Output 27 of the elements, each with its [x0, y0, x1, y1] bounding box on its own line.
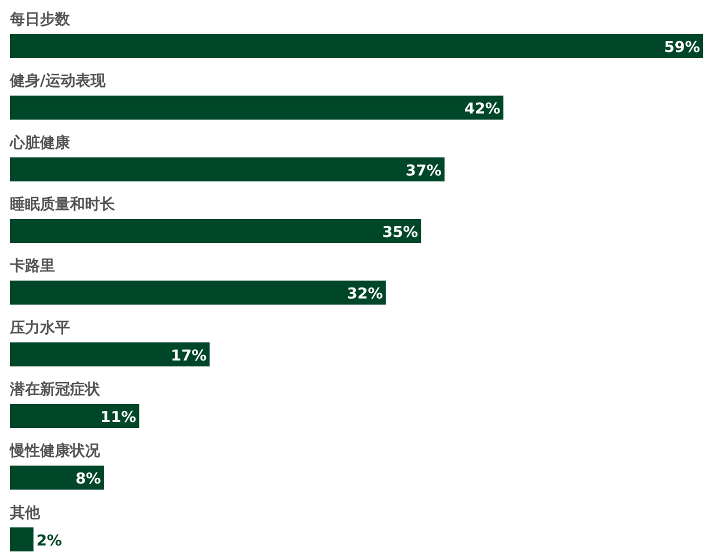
data-label: 37% [406, 161, 442, 180]
y-tick-label: 其他 [9, 503, 41, 522]
y-tick-label: 压力水平 [9, 318, 70, 336]
y-tick-label: 睡眠质量和时长 [10, 195, 116, 213]
bar [10, 466, 104, 490]
data-label: 2% [36, 531, 62, 550]
bar [10, 34, 703, 58]
data-label: 42% [464, 100, 500, 118]
data-label: 59% [664, 38, 700, 56]
bar [10, 280, 386, 305]
data-label: 17% [170, 346, 207, 364]
y-tick-label: 卡路里 [9, 256, 55, 275]
data-label: 32% [346, 284, 383, 303]
y-tick-label: 心脏健康 [9, 133, 71, 152]
bar [10, 404, 140, 428]
data-label: 35% [382, 223, 418, 241]
data-label: 8% [75, 470, 101, 488]
bar [10, 342, 210, 366]
bar [10, 219, 422, 243]
bar [10, 157, 445, 182]
data-label: 11% [100, 408, 136, 426]
y-tick-label: 慢性健康状况 [9, 442, 101, 460]
y-tick-label: 潜在新冠症状 [9, 380, 101, 398]
y-tick-label: 每日步数 [9, 10, 71, 28]
bar [10, 96, 504, 120]
y-tick-label: 健身/运动表现 [9, 72, 106, 90]
bar [10, 527, 34, 552]
